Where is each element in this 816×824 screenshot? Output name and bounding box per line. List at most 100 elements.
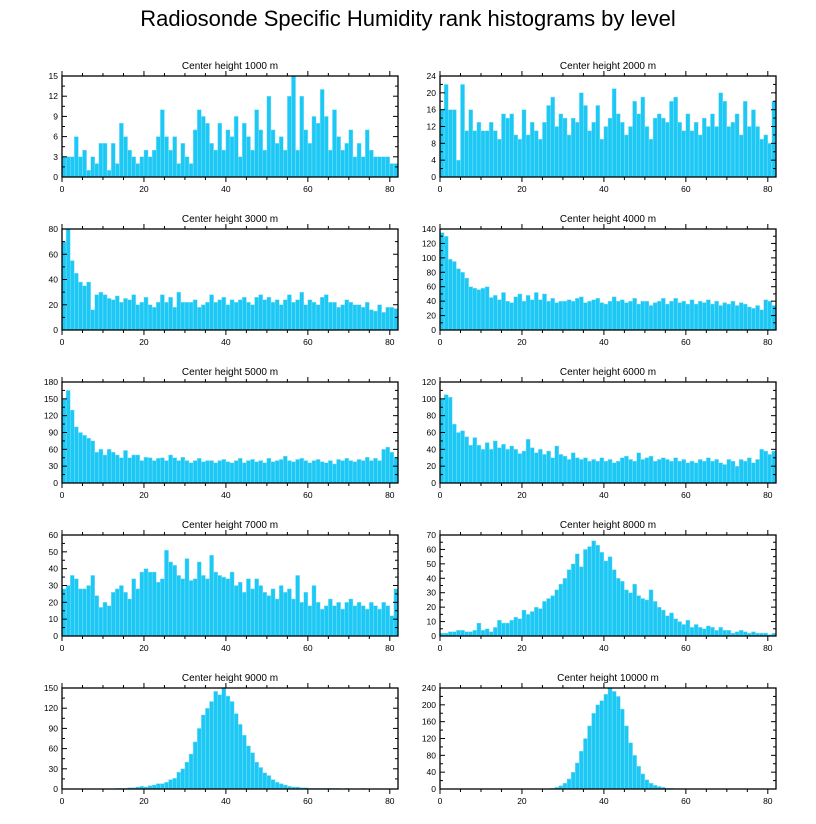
histogram-bar: [287, 294, 292, 331]
histogram-bar: [352, 461, 358, 484]
histogram-bar: [209, 143, 214, 178]
histogram-bar: [632, 298, 637, 331]
panel-title: Center height 9000 m: [182, 673, 278, 684]
histogram-bar: [209, 460, 214, 484]
histogram-bar: [665, 615, 670, 637]
x-tick-label: 0: [60, 337, 65, 347]
histogram-bar: [246, 745, 251, 790]
histogram-bar: [726, 126, 732, 178]
histogram-bar: [558, 300, 564, 331]
x-tick-label: 80: [763, 490, 773, 500]
histogram-bar: [755, 459, 760, 484]
histogram-bar: [94, 163, 100, 178]
histogram-bar: [205, 578, 210, 637]
histogram-bar: [509, 445, 514, 484]
histogram-bar: [636, 595, 641, 637]
y-tick-label: 30: [49, 764, 59, 774]
histogram-bar: [493, 130, 498, 178]
histogram-bar: [476, 289, 482, 331]
histogram-bar: [652, 460, 658, 484]
histogram-bar: [229, 136, 235, 178]
histogram-bar: [74, 136, 79, 178]
histogram-bar: [237, 581, 243, 637]
y-tick-label: 24: [427, 71, 437, 81]
histogram-bar: [385, 307, 391, 331]
histogram-bar: [299, 458, 304, 484]
histogram-bar: [652, 117, 658, 178]
histogram-bar: [90, 575, 95, 637]
histogram-bar: [131, 578, 136, 637]
histogram-bar: [94, 294, 100, 331]
histogram-bar: [168, 296, 173, 331]
histogram-bar: [176, 163, 182, 178]
histogram-bar: [209, 701, 214, 790]
x-tick-label: 60: [303, 184, 313, 194]
histogram-bar: [640, 598, 646, 637]
histogram-bar: [456, 159, 461, 178]
histogram-bar: [751, 109, 756, 178]
y-tick-label: 15: [49, 71, 59, 81]
histogram-bar: [595, 704, 601, 790]
histogram-bar: [164, 460, 169, 484]
histogram-bar: [156, 136, 161, 178]
histogram-bar: [69, 409, 75, 484]
histogram-bar: [246, 460, 251, 484]
histogram-bar: [328, 460, 333, 484]
histogram-bar: [460, 430, 465, 484]
histogram-bar: [262, 299, 268, 331]
histogram-bar: [722, 464, 728, 484]
histogram-bar: [209, 294, 214, 331]
histogram-bar: [562, 117, 568, 178]
histogram-bar: [356, 459, 362, 484]
histogram-bar: [377, 608, 382, 637]
histogram-bar: [106, 298, 112, 331]
histogram-bar: [127, 299, 132, 331]
histogram-bar: [295, 149, 300, 178]
histogram-bar: [242, 122, 247, 178]
y-tick-label: 60: [49, 249, 59, 259]
histogram-bar: [480, 449, 486, 484]
histogram-bar: [229, 701, 235, 790]
histogram-bar: [381, 312, 386, 331]
histogram-bar: [143, 296, 149, 331]
histogram-bar: [550, 298, 555, 331]
histogram-bar: [534, 130, 539, 178]
histogram-bar: [143, 456, 149, 484]
histogram-bar: [160, 294, 165, 331]
histogram-bar: [328, 149, 333, 178]
histogram-bar: [579, 296, 584, 331]
histogram-bar: [570, 563, 576, 637]
histogram-bar: [86, 170, 91, 178]
histogram-bar: [188, 753, 194, 790]
histogram-bar: [160, 578, 165, 637]
histogram-bar: [254, 578, 259, 637]
histogram-bar: [192, 741, 198, 790]
y-tick-label: 40: [427, 767, 437, 777]
histogram-bar: [246, 136, 251, 178]
histogram-bar: [730, 460, 736, 484]
histogram-bar: [192, 460, 198, 484]
histogram-bar: [307, 605, 313, 637]
histogram-bar: [579, 750, 584, 790]
histogram-bar: [615, 460, 621, 484]
histogram-bar: [283, 592, 288, 637]
histogram-bar: [348, 460, 354, 484]
histogram-bar: [184, 460, 190, 484]
histogram-bar: [78, 432, 83, 484]
histogram-bar: [197, 109, 202, 178]
histogram-bar: [201, 304, 206, 331]
histogram-bar: [307, 299, 313, 331]
histogram-bar: [180, 456, 186, 484]
histogram-bar: [579, 459, 584, 484]
histogram-bar: [164, 136, 169, 178]
histogram-bar: [176, 291, 182, 331]
histogram-bar: [147, 457, 153, 484]
x-tick-label: 20: [139, 643, 149, 653]
histogram-bar: [484, 286, 490, 331]
histogram-bar: [266, 595, 272, 637]
histogram-bar: [579, 566, 584, 637]
histogram-bar: [315, 602, 321, 637]
histogram-bar: [521, 300, 527, 331]
histogram-bar: [90, 156, 95, 178]
x-tick-label: 20: [139, 796, 149, 806]
